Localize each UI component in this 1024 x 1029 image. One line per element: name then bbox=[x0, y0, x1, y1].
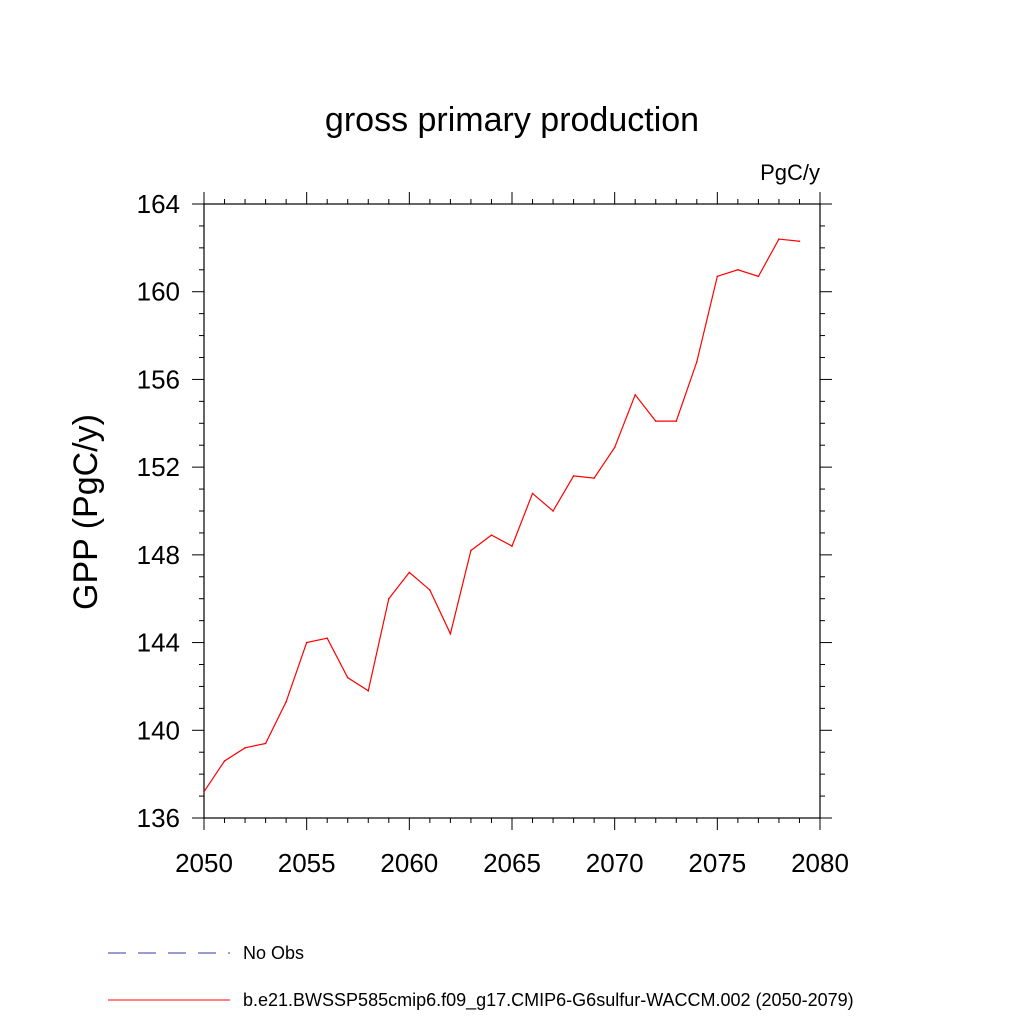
data-point bbox=[716, 275, 719, 278]
legend: No Obs b.e21.BWSSP585cmip6.f09_g17.CMIP6-… bbox=[108, 943, 854, 1011]
x-tick-label: 2075 bbox=[688, 848, 746, 878]
series-layer bbox=[203, 238, 801, 793]
data-point bbox=[264, 742, 267, 745]
data-point bbox=[285, 700, 287, 703]
y-tick-label: 164 bbox=[137, 189, 180, 219]
y-tick-label: 144 bbox=[137, 628, 180, 658]
y-tick-label: 148 bbox=[137, 540, 180, 570]
data-point bbox=[593, 477, 595, 479]
data-point bbox=[778, 238, 780, 240]
data-point bbox=[737, 268, 739, 271]
data-point bbox=[798, 240, 801, 243]
data-point bbox=[511, 545, 513, 547]
data-point bbox=[346, 676, 349, 679]
data-point bbox=[634, 393, 636, 396]
data-point bbox=[326, 637, 329, 639]
data-point bbox=[696, 361, 698, 363]
data-point bbox=[490, 534, 493, 536]
y-tick-label: 136 bbox=[137, 803, 180, 833]
y-tick-label: 156 bbox=[137, 364, 180, 394]
data-point bbox=[223, 760, 226, 762]
x-tick-label: 2065 bbox=[483, 848, 541, 878]
series-line-1 bbox=[203, 238, 800, 793]
plot-frame bbox=[203, 203, 821, 819]
data-point bbox=[613, 446, 616, 449]
data-point bbox=[244, 747, 246, 749]
data-point bbox=[367, 690, 370, 692]
data-point bbox=[429, 589, 431, 591]
chart-title: gross primary production bbox=[325, 101, 699, 139]
y-tick-label: 152 bbox=[137, 452, 180, 482]
x-tick-label: 2080 bbox=[791, 848, 849, 878]
data-point bbox=[305, 641, 308, 644]
data-point bbox=[531, 492, 534, 495]
x-tick-label: 2050 bbox=[175, 848, 233, 878]
data-point bbox=[552, 510, 554, 512]
data-point bbox=[203, 790, 205, 793]
data-point bbox=[449, 633, 452, 635]
y-tick-label: 140 bbox=[137, 715, 180, 745]
x-tick-label: 2060 bbox=[380, 848, 438, 878]
y-axis: 136 140 144 148 152 156 160 164 bbox=[137, 189, 832, 833]
data-point bbox=[654, 420, 657, 422]
x-axis: 2050 2055 2060 2065 2070 2075 2080 bbox=[175, 192, 849, 878]
data-point bbox=[470, 549, 472, 552]
data-point bbox=[757, 275, 760, 278]
legend-label: b.e21.BWSSP585cmip6.f09_g17.CMIP6-G6sulf… bbox=[243, 990, 854, 1011]
data-point bbox=[388, 597, 390, 600]
data-point bbox=[572, 475, 575, 477]
legend-label: No Obs bbox=[243, 943, 304, 963]
units-label: PgC/y bbox=[760, 160, 820, 185]
x-tick-label: 2070 bbox=[586, 848, 644, 878]
data-point bbox=[408, 571, 411, 574]
y-axis-label: GPP (PgC/y) bbox=[67, 414, 105, 610]
data-point bbox=[675, 420, 678, 422]
x-tick-label: 2055 bbox=[278, 848, 336, 878]
y-tick-label: 160 bbox=[137, 277, 180, 307]
